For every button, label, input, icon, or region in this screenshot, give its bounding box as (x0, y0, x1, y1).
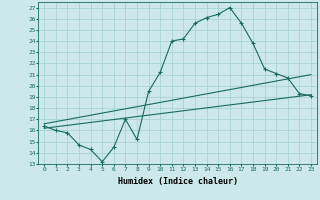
X-axis label: Humidex (Indice chaleur): Humidex (Indice chaleur) (118, 177, 238, 186)
